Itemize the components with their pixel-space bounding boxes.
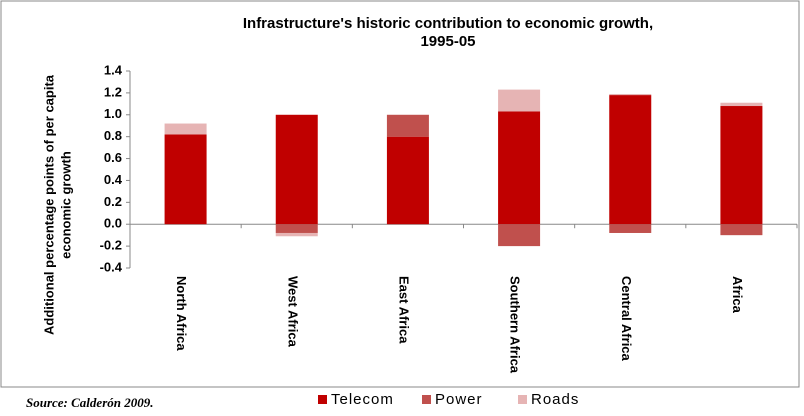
y-tick-label: 0.2 <box>104 194 122 209</box>
chart-title: 1995-05 <box>420 33 475 50</box>
legend-swatch <box>422 395 431 404</box>
bar-segment <box>275 232 318 237</box>
x-tick-label: Central Africa <box>619 276 634 362</box>
bar-segment <box>275 114 318 225</box>
legend-label: Roads <box>531 391 579 408</box>
bar-segment <box>386 114 429 137</box>
y-tick-label: 1.0 <box>104 106 122 121</box>
legend-label: Power <box>435 391 483 408</box>
chart-title: Infrastructure's historic contribution t… <box>243 15 653 32</box>
chart-border <box>0 0 800 388</box>
bar-segment <box>498 89 541 112</box>
legend-swatch <box>318 395 327 404</box>
y-tick-label: -0.2 <box>100 238 122 253</box>
legend-swatch <box>518 395 527 404</box>
source: Source: Calderón 2009. <box>26 395 153 410</box>
y-tick-label: 0.8 <box>104 128 122 143</box>
y-tick-label: 1.2 <box>104 84 122 99</box>
x-tick-label: West Africa <box>285 276 300 348</box>
bar-segment <box>609 224 652 233</box>
y-tick-label: -0.4 <box>100 259 123 274</box>
y-axis-label: Additional percentage points of per capi… <box>41 74 56 335</box>
bar-segment <box>164 134 207 225</box>
y-tick-label: 1.4 <box>104 62 123 77</box>
y-axis-label: economic growth <box>58 151 73 259</box>
bar-segment <box>164 123 207 135</box>
y-tick-label: 0.4 <box>104 172 123 187</box>
x-tick-label: Southern Africa <box>508 276 523 374</box>
bar-segment <box>720 224 763 236</box>
x-tick-label: Africa <box>730 276 745 314</box>
bar-segment <box>609 93 652 96</box>
bar-segment <box>720 106 763 225</box>
bar-segment <box>609 95 652 225</box>
x-tick-label: North Africa <box>174 276 189 351</box>
y-tick-label: 0.0 <box>104 216 122 231</box>
bar-segment <box>275 224 318 233</box>
x-tick-label: East Africa <box>396 276 411 344</box>
bar-segment <box>720 102 763 107</box>
bar-segment <box>498 111 541 225</box>
y-tick-label: 0.6 <box>104 150 122 165</box>
bar-segment <box>498 224 541 247</box>
bar-segment <box>386 136 429 225</box>
legend-label: Telecom <box>331 391 394 408</box>
